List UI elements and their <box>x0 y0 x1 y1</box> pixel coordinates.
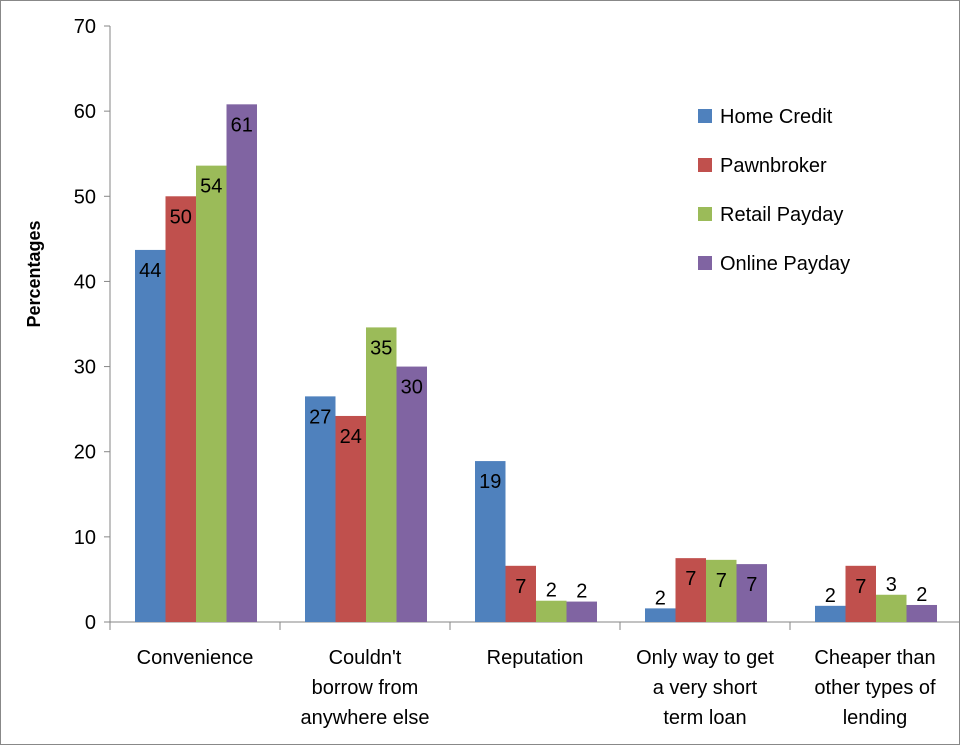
bars <box>135 104 937 623</box>
x-category-label-line: lending <box>843 707 908 729</box>
data-label: 19 <box>479 471 501 493</box>
legend-label: Retail Payday <box>720 204 843 226</box>
bar <box>536 600 567 622</box>
data-label: 30 <box>401 377 423 399</box>
y-tick-label: 10 <box>74 527 96 549</box>
bar <box>135 249 166 622</box>
y-tick-label: 0 <box>85 612 96 634</box>
data-label: 7 <box>746 574 757 596</box>
x-category-label-line: anywhere else <box>301 707 430 729</box>
x-category-label-line: borrow from <box>312 677 419 699</box>
bar <box>226 104 257 623</box>
bar <box>675 558 706 622</box>
legend-label: Home Credit <box>720 106 833 128</box>
data-label: 44 <box>139 260 161 282</box>
data-label: 7 <box>515 576 526 598</box>
x-category-label: Reputation <box>487 647 584 669</box>
bar <box>736 564 767 622</box>
x-category-label: Convenience <box>137 647 254 669</box>
data-label: 35 <box>370 337 392 359</box>
x-category-label: Couldn't borrow from anywhere else <box>301 647 430 729</box>
x-category-label-line: term loan <box>663 707 746 729</box>
data-label: 24 <box>340 426 362 448</box>
y-tick-label: 30 <box>74 357 96 379</box>
data-label: 27 <box>309 406 331 428</box>
data-label: 2 <box>655 587 666 609</box>
bar <box>566 601 597 622</box>
y-tick-label: 40 <box>74 271 96 293</box>
x-category-label-line: Cheaper than <box>814 647 935 669</box>
legend-swatch <box>698 207 712 221</box>
x-category-label-line: Only way to get <box>636 647 774 669</box>
data-label: 3 <box>886 574 897 596</box>
bar <box>706 559 737 622</box>
data-label: 2 <box>825 585 836 607</box>
bar <box>475 461 506 622</box>
bar <box>335 415 366 622</box>
y-tick-label: 50 <box>74 186 96 208</box>
bar <box>305 396 336 622</box>
axes: 0 10 20 30 40 50 60 70 Convenience Couldn't borrow… <box>74 16 960 729</box>
data-label: 2 <box>576 581 587 603</box>
bar <box>845 565 876 622</box>
bar <box>396 366 427 622</box>
data-label: 2 <box>916 584 927 606</box>
data-label: 7 <box>716 570 727 592</box>
legend-swatch <box>698 158 712 172</box>
x-category-label: Only way to get a very short term loan <box>636 647 774 729</box>
legend: Home Credit Pawnbroker Retail Payday Online… <box>698 106 850 275</box>
bar <box>815 605 846 622</box>
bar <box>505 565 536 622</box>
data-label: 2 <box>546 580 557 602</box>
legend-swatch <box>698 256 712 270</box>
y-tick-label: 20 <box>74 442 96 464</box>
data-label: 7 <box>855 576 866 598</box>
x-category-label-line: Couldn't <box>329 647 402 669</box>
bar <box>196 165 227 623</box>
bar <box>645 608 676 622</box>
bar <box>366 327 397 622</box>
x-category-label-line: Convenience <box>137 647 254 669</box>
data-label: 50 <box>170 206 192 228</box>
bar <box>876 594 907 622</box>
x-category-label-line: a very short <box>653 677 758 699</box>
x-category-label-line: Reputation <box>487 647 584 669</box>
y-axis-label: Percentages <box>24 220 44 327</box>
bar <box>165 196 196 623</box>
x-category-label: Cheaper than other types of lending <box>814 647 936 729</box>
x-category-label-line: other types of <box>814 677 936 699</box>
legend-swatch <box>698 109 712 123</box>
y-tick-label: 70 <box>74 16 96 38</box>
data-label: 7 <box>685 568 696 590</box>
bar <box>906 604 937 622</box>
y-tick-label: 60 <box>74 101 96 123</box>
legend-label: Online Payday <box>720 253 850 275</box>
data-label: 54 <box>200 176 222 198</box>
legend-label: Pawnbroker <box>720 155 827 177</box>
data-label: 61 <box>231 114 253 136</box>
